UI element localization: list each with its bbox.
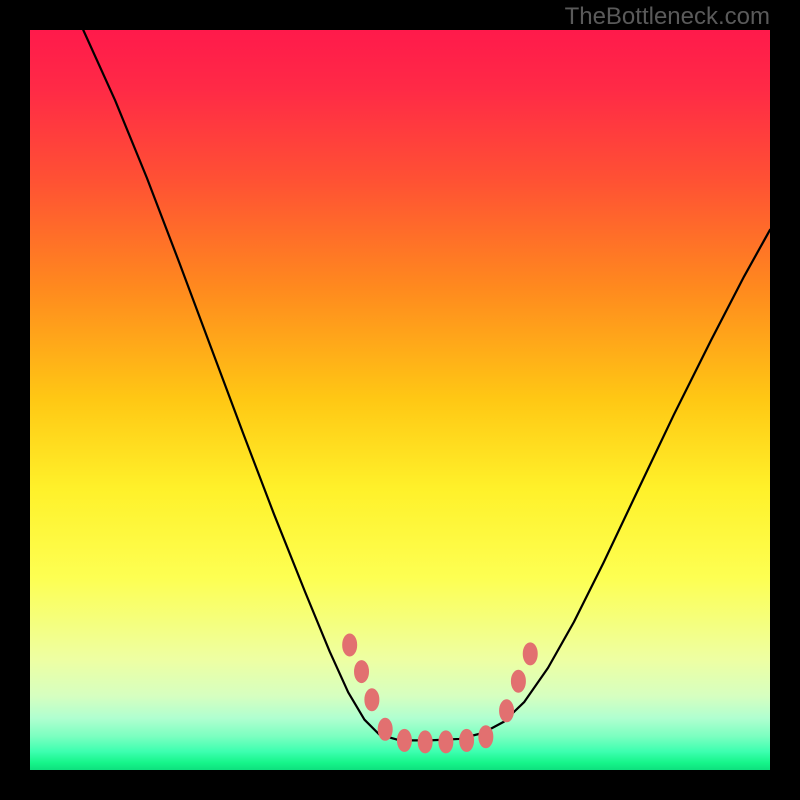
chart-frame: TheBottleneck.com [0, 0, 800, 800]
curve-marker [365, 689, 379, 711]
curve-marker [460, 729, 474, 751]
curve-marker [523, 643, 537, 665]
curve-marker [397, 729, 411, 751]
curve-marker [355, 661, 369, 683]
bottleneck-curve-chart [30, 30, 770, 770]
curve-marker [500, 700, 514, 722]
curve-marker [418, 731, 432, 753]
curve-marker [378, 718, 392, 740]
gradient-background [30, 30, 770, 770]
curve-marker [343, 634, 357, 656]
curve-marker [511, 670, 525, 692]
watermark-text: TheBottleneck.com [565, 3, 770, 31]
curve-marker [479, 726, 493, 748]
curve-marker [439, 731, 453, 753]
